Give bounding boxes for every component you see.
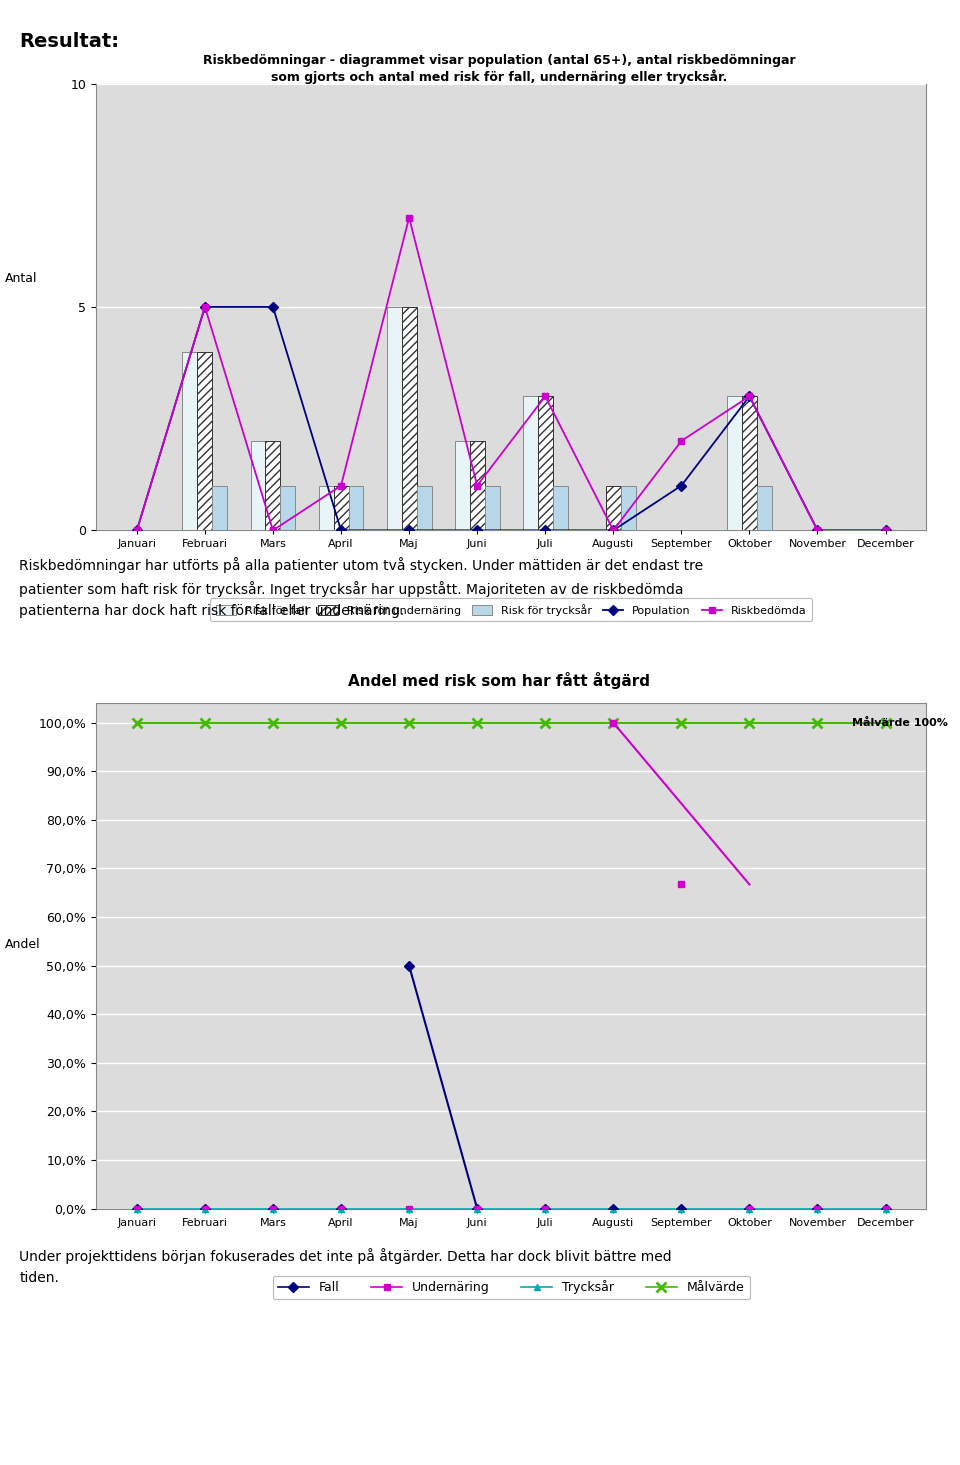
Bar (401, 308, 417, 530)
Bar (348, 485, 364, 530)
Bar (469, 441, 485, 530)
Text: Målvärde 100%: Målvärde 100% (852, 718, 948, 728)
Bar (553, 485, 567, 530)
Text: Riskbedömningar har utförts på alla patienter utom två stycken. Under mättiden ä: Riskbedömningar har utförts på alla pati… (19, 557, 704, 618)
Bar (387, 308, 401, 530)
Bar (319, 485, 333, 530)
Text: Andel: Andel (5, 939, 40, 951)
Bar (182, 352, 198, 530)
Bar (333, 485, 348, 530)
Bar (606, 485, 621, 530)
Bar (538, 396, 553, 530)
Bar (485, 485, 499, 530)
Bar (727, 396, 742, 530)
Bar (756, 485, 772, 530)
Text: som gjorts och antal med risk för fall, undernäring eller trycksår.: som gjorts och antal med risk för fall, … (271, 69, 728, 84)
Text: Under projekttidens början fokuserades det inte på åtgärder. Detta har dock bliv: Under projekttidens början fokuserades d… (19, 1248, 672, 1285)
Bar (455, 441, 469, 530)
Text: Antal: Antal (5, 272, 37, 284)
Text: Andel med risk som har fått åtgärd: Andel med risk som har fått åtgärd (348, 671, 650, 689)
Bar (212, 485, 228, 530)
Bar (198, 352, 212, 530)
Bar (251, 441, 266, 530)
Text: Resultat:: Resultat: (19, 32, 119, 51)
Bar (621, 485, 636, 530)
Bar (742, 396, 756, 530)
Bar (266, 441, 280, 530)
Legend: Risk för fall, Risk för undernäring, Risk för trycksår, Population, Riskbedömda: Risk för fall, Risk för undernäring, Ris… (210, 598, 812, 621)
Legend: Fall, Undernäring, Trycksår, Målvärde: Fall, Undernäring, Trycksår, Målvärde (273, 1276, 750, 1299)
Bar (523, 396, 538, 530)
Text: Riskbedömningar - diagrammet visar population (antal 65+), antal riskbedömningar: Riskbedömningar - diagrammet visar popul… (203, 54, 796, 67)
Bar (417, 485, 432, 530)
Bar (280, 485, 296, 530)
